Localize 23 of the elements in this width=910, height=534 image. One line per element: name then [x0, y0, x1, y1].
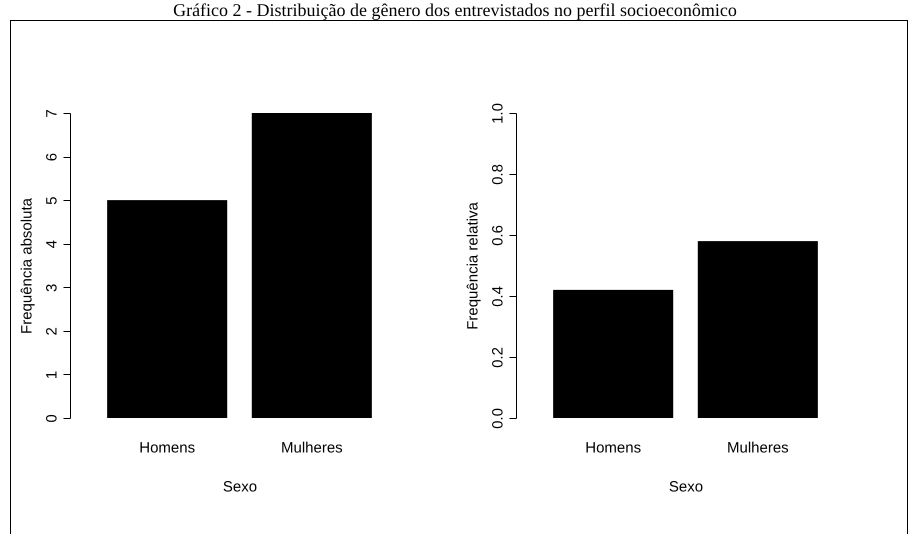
text: Gráfico 2 - Distribuição de gênero dos entrevistados no perfil socioeconômico	[172, 0, 738, 20]
y-tick-label: 1	[44, 370, 60, 380]
x-tick-label: Homens	[585, 440, 642, 456]
y-tick-label: 6	[44, 152, 60, 162]
y-tick-label: 0.4	[490, 286, 506, 307]
y-tick-label: 1.0	[490, 103, 506, 124]
y-axis-title: Frequência relativa	[464, 202, 482, 330]
x-axis-title: Sexo	[222, 478, 258, 496]
x-tick-label: Homens	[139, 440, 196, 456]
y-tick-label: 5	[44, 196, 60, 205]
x-tick-label: Mulheres	[280, 440, 343, 456]
x-tick-label: Mulheres	[726, 440, 789, 456]
y-tick-label: 0.2	[490, 347, 506, 368]
y-tick-label: 7	[44, 109, 60, 118]
y-tick-label: 0.0	[490, 408, 506, 429]
x-axis-title: Sexo	[668, 478, 704, 496]
y-tick-label: 0.8	[490, 164, 506, 185]
y-tick-label: 0.6	[490, 225, 506, 246]
y-tick-label: 0	[44, 414, 60, 423]
y-tick-label: 3	[44, 284, 60, 292]
y-tick-label: 2	[44, 327, 60, 336]
y-axis-title: Frequência absoluta	[18, 197, 36, 334]
y-tick-label: 4	[44, 240, 60, 248]
